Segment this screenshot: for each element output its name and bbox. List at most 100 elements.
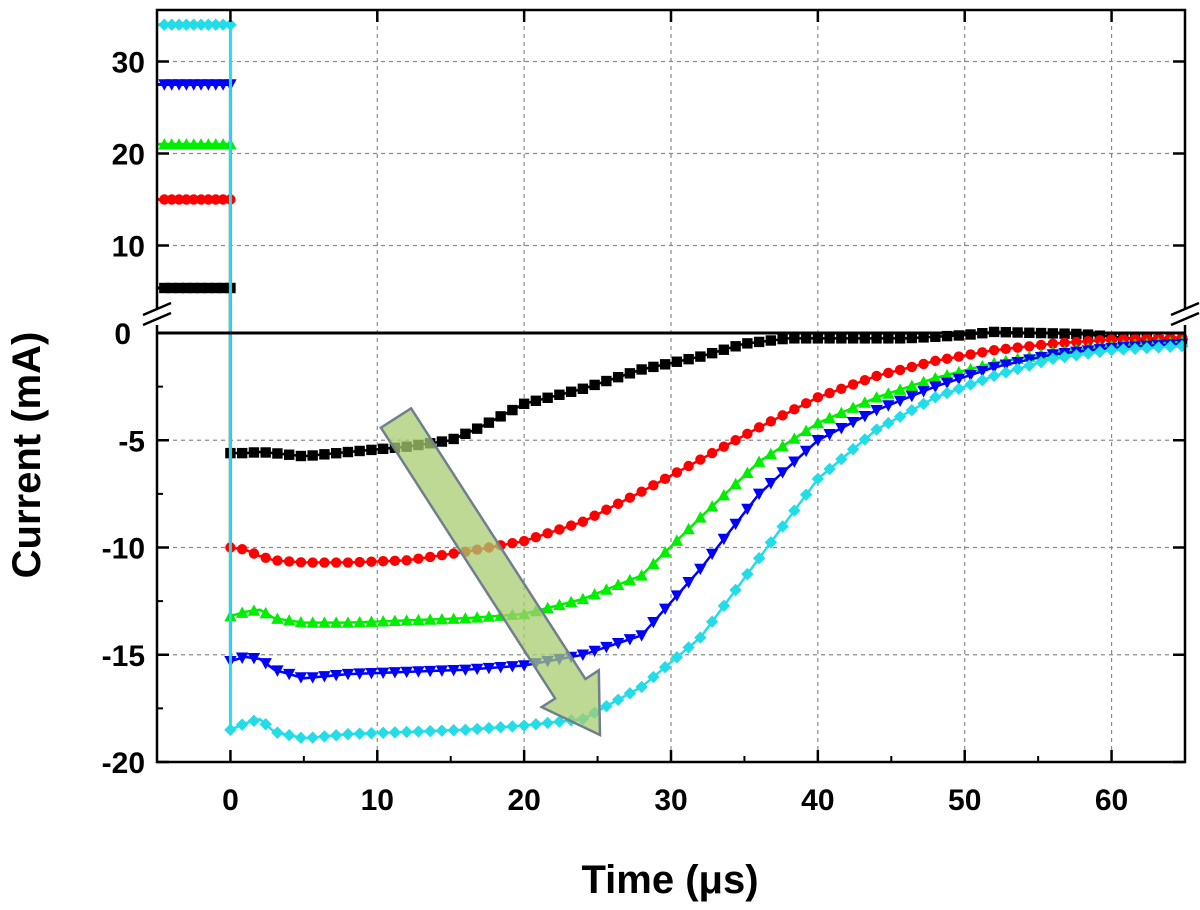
data-point [824, 387, 835, 399]
data-point [882, 400, 895, 412]
data-point [447, 664, 460, 677]
data-point [940, 368, 954, 381]
data-point [847, 379, 859, 390]
data-point [188, 194, 199, 205]
data-point [195, 194, 207, 205]
data-point [835, 406, 848, 418]
data-point [400, 614, 413, 626]
series-4 [157, 79, 1189, 684]
data-point [930, 355, 941, 367]
data-point [1164, 340, 1177, 353]
data-point [166, 282, 177, 294]
data-point [470, 611, 484, 623]
data-point [635, 680, 648, 694]
data-point [248, 548, 260, 559]
data-point [365, 727, 378, 740]
data-point [764, 536, 778, 549]
data-point [282, 728, 296, 742]
data-point [518, 398, 530, 409]
data-point [577, 516, 589, 527]
gridlines [157, 10, 1185, 762]
data-point [194, 18, 208, 31]
data-point [576, 592, 590, 605]
data-point [647, 616, 660, 629]
data-point [530, 532, 542, 543]
data-point [413, 553, 424, 564]
data-point [624, 492, 636, 503]
data-point [789, 333, 800, 344]
data-point [883, 333, 894, 344]
data-point [529, 718, 543, 731]
data-point [271, 665, 284, 677]
data-point [718, 441, 730, 452]
data-point [354, 445, 365, 457]
data-point [601, 375, 612, 387]
data-point [376, 726, 390, 740]
data-point [870, 405, 883, 417]
data-point [752, 552, 766, 565]
data-point [470, 722, 484, 736]
data-point [683, 353, 694, 365]
data-point [776, 520, 789, 533]
data-point [812, 392, 824, 403]
break-mark [1170, 301, 1200, 317]
data-point [329, 669, 343, 682]
data-point [366, 444, 377, 456]
data-point [564, 595, 578, 608]
data-point [858, 411, 872, 423]
data-point [893, 383, 907, 395]
data-point [588, 588, 601, 600]
data-point [235, 606, 249, 618]
data-point [588, 645, 601, 658]
data-point [507, 404, 518, 416]
data-point [448, 548, 459, 559]
data-point [517, 719, 531, 732]
data-point [329, 729, 343, 742]
data-point [330, 557, 342, 568]
data-point [294, 615, 308, 628]
series-3 [157, 138, 1189, 628]
data-point [494, 661, 507, 674]
x-tick-label: 60 [1095, 784, 1128, 817]
data-point [1093, 345, 1107, 359]
data-point [1047, 338, 1059, 349]
data-point [812, 333, 824, 344]
data-point [209, 18, 222, 31]
data-point [752, 455, 766, 467]
data-point [307, 450, 318, 461]
data-point [612, 371, 624, 383]
data-point [173, 194, 185, 205]
data-point [247, 652, 261, 665]
data-point [1059, 337, 1070, 349]
data-point [210, 282, 221, 294]
data-point [210, 194, 221, 205]
data-point [341, 616, 355, 628]
data-point [307, 557, 318, 568]
data-point [377, 443, 389, 455]
data-point [729, 583, 742, 597]
data-point [987, 369, 1001, 383]
data-point [871, 370, 882, 382]
data-point [259, 606, 272, 619]
series-layer [157, 18, 1189, 744]
data-point [318, 730, 331, 743]
data-point [1152, 341, 1165, 354]
data-point [987, 362, 1001, 374]
x-tick-label: 30 [654, 784, 687, 817]
data-point [389, 555, 401, 566]
data-point [1128, 342, 1142, 355]
data-point [318, 671, 331, 683]
data-point [647, 557, 660, 570]
data-point [658, 546, 672, 558]
data-point [988, 344, 1000, 356]
data-point [823, 429, 836, 441]
data-point [159, 282, 170, 294]
data-point [1000, 343, 1012, 355]
data-point [482, 610, 496, 622]
data-point [871, 333, 882, 344]
data-point [836, 333, 847, 344]
data-point [319, 449, 330, 460]
data-point [294, 672, 308, 684]
data-point [1012, 342, 1023, 353]
series-1 [157, 282, 1188, 462]
